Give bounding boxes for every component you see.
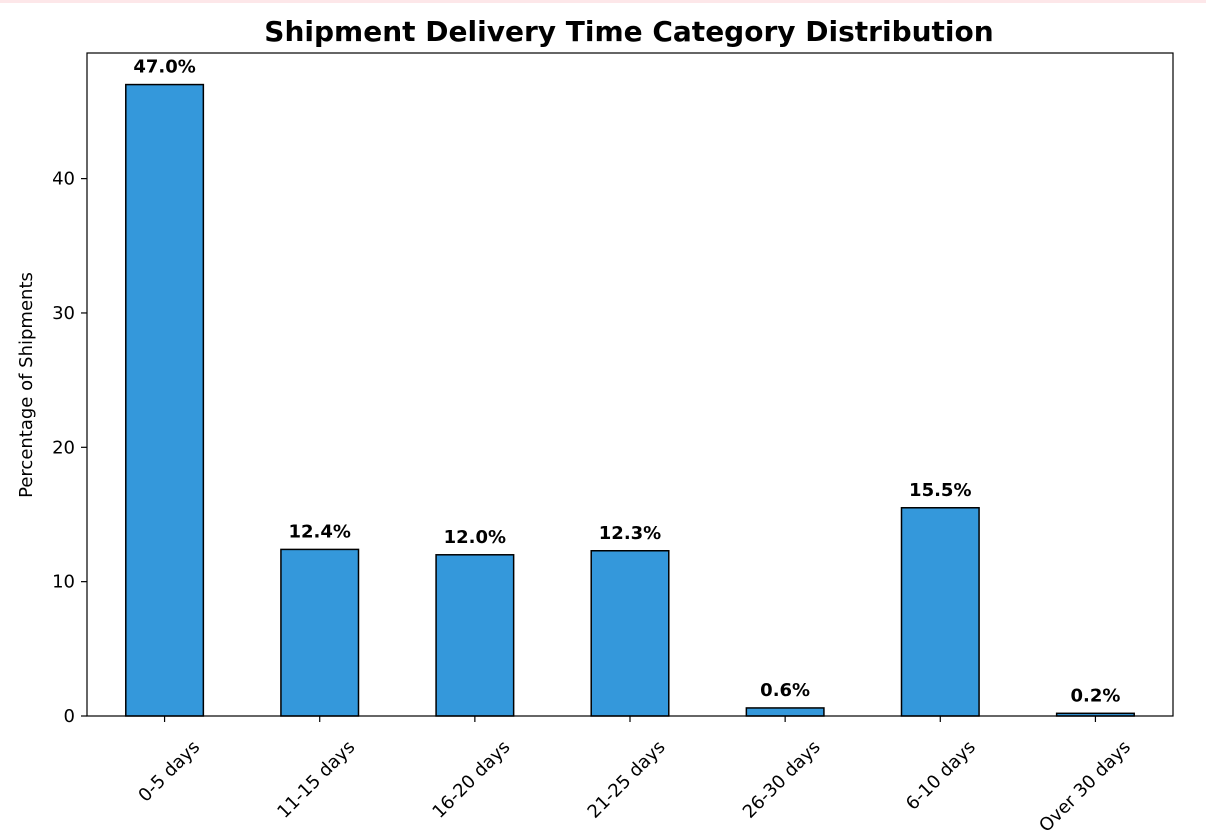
data-label-0: 47.0% — [133, 57, 195, 78]
axes-frame — [86, 52, 1174, 717]
x-tick-label-1: 11-15 days — [273, 737, 359, 823]
bar-3 — [590, 550, 670, 717]
bar-2 — [435, 554, 515, 717]
x-tick-label-0: 0-5 days — [134, 737, 204, 807]
bar-5 — [900, 507, 980, 717]
y-tick-label-2: 20 — [52, 437, 75, 458]
y-tick-label-0: 0 — [64, 706, 75, 727]
y-tick-label-3: 30 — [52, 303, 75, 324]
bar-1 — [280, 548, 360, 717]
x-tick-label-2: 16-20 days — [428, 737, 514, 823]
x-tick-label-3: 21-25 days — [584, 737, 670, 823]
y-tick-label-1: 10 — [52, 572, 75, 593]
x-tick-label-5: 6-10 days — [902, 737, 980, 815]
data-label-1: 12.4% — [288, 521, 350, 542]
x-tick-label-4: 26-30 days — [739, 737, 825, 823]
y-axis-label: Percentage of Shipments — [16, 272, 37, 498]
bar-0 — [125, 83, 205, 717]
data-label-2: 12.0% — [444, 527, 506, 548]
top-accent-strip — [0, 0, 1206, 3]
x-tick-label-6: Over 30 days — [1035, 737, 1135, 834]
plot-area: 47.0% 0-5 days 12.4% 11-15 days 12.0% 16-20 d… — [52, 52, 1174, 834]
y-tick-label-4: 40 — [52, 169, 75, 190]
data-label-4: 0.6% — [760, 680, 810, 701]
chart-title: Shipment Delivery Time Category Distribu… — [264, 15, 993, 48]
data-label-3: 12.3% — [599, 523, 661, 544]
data-label-6: 0.2% — [1070, 685, 1120, 706]
bar-4 — [745, 707, 825, 717]
data-label-5: 15.5% — [909, 480, 971, 501]
